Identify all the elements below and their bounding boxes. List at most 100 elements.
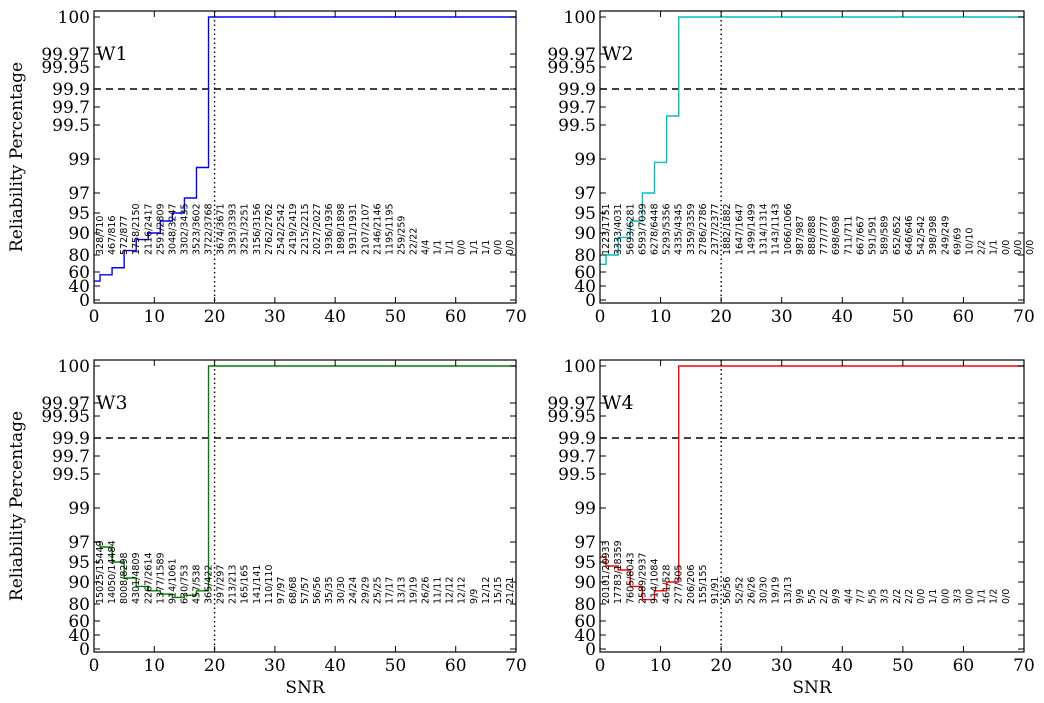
bin-count-label: 0/0 (916, 589, 927, 604)
y-tick-label: 99.95 (41, 407, 90, 427)
bin-count-label: 277/305 (674, 565, 685, 604)
y-tick-label: 95 (68, 204, 90, 224)
plot-frame (93, 359, 517, 653)
bin-count-label: 2267/2614 (143, 552, 154, 604)
panel-w1: 328/710 467/816 572/877 1758/2150 2116/2417 2… (7, 8, 527, 327)
y-tick-label: 99.9 (558, 429, 596, 449)
bin-count-label: 29/29 (360, 577, 371, 604)
x-tick-label: 30 (264, 307, 286, 327)
bin-count-label: 1936/1936 (324, 203, 335, 255)
bin-count-label: 987/987 (795, 216, 806, 255)
panel-label: W3 (96, 392, 128, 414)
x-tick-label: 10 (143, 307, 165, 327)
x-tick-label: 20 (710, 656, 732, 676)
y-tick-label: 60 (574, 263, 596, 283)
bin-count-label: 2215/2215 (300, 203, 311, 255)
bin-count-label: 35/35 (324, 577, 335, 604)
bin-count-label: 0/0 (940, 589, 951, 604)
y-axis-label: Reliability Percentage (7, 411, 27, 601)
bin-count-label: 2419/2419 (288, 203, 299, 255)
y-tick-label: 97 (68, 184, 90, 204)
bin-count-label: 25/25 (372, 577, 383, 604)
y-tick-label: 90 (68, 224, 90, 244)
bin-count-label: 1/1 (445, 240, 456, 255)
x-tick-label: 0 (89, 656, 100, 676)
y-tick-label: 99.7 (52, 447, 90, 467)
x-tick-label: 50 (892, 307, 914, 327)
bin-count-label: 13/13 (783, 577, 794, 604)
bin-count-label: 5/5 (868, 589, 879, 604)
bin-count-label: 365/422 (204, 565, 215, 604)
plot-frame (599, 10, 1025, 304)
y-tick-label: 99.95 (41, 58, 90, 78)
x-tick-label: 40 (831, 307, 853, 327)
bin-count-label: 9/9 (831, 589, 842, 604)
bin-count-label: 3523/3602 (191, 203, 202, 255)
bin-count-label: 17/17 (384, 577, 395, 604)
bin-count-label: 17783/18359 (613, 540, 624, 604)
bin-count-label: 1377/1589 (155, 552, 166, 604)
x-tick-label: 30 (771, 656, 793, 676)
bin-count-label: 1499/1499 (746, 203, 757, 255)
bin-count-label: 914/1061 (167, 558, 178, 604)
bin-count-label: 1314/1314 (759, 203, 770, 255)
y-tick-label: 80 (68, 246, 90, 266)
y-tick-label: 99.97 (547, 45, 596, 65)
bin-count-label: 3722/3768 (204, 203, 215, 255)
panel-w3: 15025/15449 14050/14484 8008/8298 4301/4809… (7, 357, 527, 698)
reliability-step-series (600, 16, 1024, 266)
bin-count-label: 2762/2762 (264, 203, 275, 255)
y-tick-label: 80 (68, 595, 90, 615)
bin-count-label: 3302/3435 (179, 203, 190, 255)
bin-count-label: 56/56 (722, 577, 733, 604)
bin-count-label: 30/30 (336, 577, 347, 604)
bin-count-label: 2/2 (977, 240, 988, 255)
x-tick-label: 30 (264, 656, 286, 676)
x-tick-label: 10 (143, 656, 165, 676)
x-tick-label: 60 (445, 307, 467, 327)
bin-count-label: 3048/3247 (167, 203, 178, 255)
bin-count-label: 2116/2417 (143, 203, 154, 255)
bin-count-label: 15/15 (493, 577, 504, 604)
bin-count-label: 589/589 (880, 216, 891, 255)
bin-count-label: 1931/1931 (348, 203, 359, 255)
x-tick-label: 50 (892, 656, 914, 676)
y-tick-label: 99.9 (52, 429, 90, 449)
bin-count-label: 3251/3251 (240, 203, 251, 255)
x-tick-label: 0 (595, 656, 606, 676)
bin-count-label: 1/1 (928, 589, 939, 604)
panel-w2: 1223/1751 3333/4031 5693/6281 6593/7039 6278… (547, 8, 1036, 327)
bin-count-label: 2/2 (904, 589, 915, 604)
y-tick-label: 99.97 (41, 394, 90, 414)
bin-count-label: 3359/3359 (686, 203, 697, 255)
bin-count-label: 4335/4345 (674, 203, 685, 255)
bin-count-label: 1898/1898 (336, 203, 347, 255)
y-tick-label: 99.9 (558, 80, 596, 100)
plot-frame (93, 10, 517, 304)
bin-count-label: 1/1 (989, 240, 1000, 255)
panel-label: W1 (96, 43, 128, 65)
x-tick-label: 40 (324, 656, 346, 676)
bin-count-label: 8008/8298 (119, 552, 130, 604)
y-tick-label: 95 (574, 204, 596, 224)
y-tick-label: 40 (68, 277, 90, 297)
bin-count-label: 1066/1066 (783, 203, 794, 255)
bin-count-label: 19/19 (771, 577, 782, 604)
bin-count-label: 0/0 (1001, 240, 1012, 255)
y-tick-label: 0 (585, 640, 596, 660)
bin-count-label: 1/1 (481, 240, 492, 255)
y-tick-label: 80 (574, 595, 596, 615)
y-tick-label: 97 (574, 533, 596, 553)
bin-count-label: 15025/15449 (95, 540, 106, 604)
bin-count-label: 1758/2150 (131, 203, 142, 255)
bin-count-label: 5293/5356 (662, 203, 673, 255)
x-tick-label: 50 (385, 307, 407, 327)
bin-count-label: 2542/2542 (276, 203, 287, 255)
x-axis-label: SNR (792, 678, 833, 698)
x-tick-label: 30 (771, 307, 793, 327)
bin-count-label: 2/2 (819, 589, 830, 604)
y-tick-label: 97 (574, 184, 596, 204)
y-tick-label: 99.9 (52, 80, 90, 100)
bin-count-label: 0/0 (964, 589, 975, 604)
